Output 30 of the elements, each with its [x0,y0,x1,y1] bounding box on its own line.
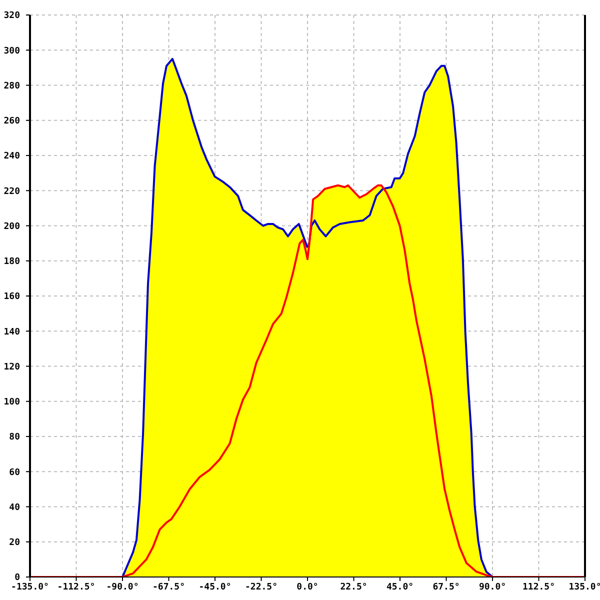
y-tick-label: 40 [9,502,20,513]
x-tick-label: -67.5° [152,582,186,592]
x-tick-label: 90.0° [478,582,506,592]
x-tick-label: 67.5° [432,582,460,592]
y-tick-label: 180 [4,257,20,268]
x-tick-label: -45.0° [198,582,232,592]
x-tick-label: -135.0° [11,582,49,592]
y-tick-label: 260 [4,116,20,127]
x-tick-label: -90.0° [106,582,139,592]
y-tick-label: 60 [9,468,20,478]
y-tick-label: 320 [4,11,20,22]
y-tick-label: 160 [4,292,20,302]
x-tick-label: 22.5° [340,582,368,592]
x-tick-label: 112.5° [522,582,556,592]
y-tick-label: 240 [4,152,20,162]
y-tick-label: 120 [4,362,20,372]
y-tick-label: 200 [4,222,20,232]
y-tick-label: 20 [9,538,20,548]
x-tick-label: 0.0° [296,582,318,592]
x-tick-label: 45.0° [386,582,414,592]
y-tick-label: 280 [4,81,20,92]
x-tick-label: 135.0° [568,582,600,592]
x-tick-label: -112.5° [57,582,96,592]
y-tick-label: 220 [4,186,20,197]
y-tick-label: 300 [4,46,20,56]
x-tick-label: -22.5° [244,582,278,592]
y-tick-label: 80 [9,432,20,443]
y-tick-label: 100 [4,398,20,408]
y-tick-label: 140 [4,327,20,338]
y-tick-label: 0 [14,573,20,584]
